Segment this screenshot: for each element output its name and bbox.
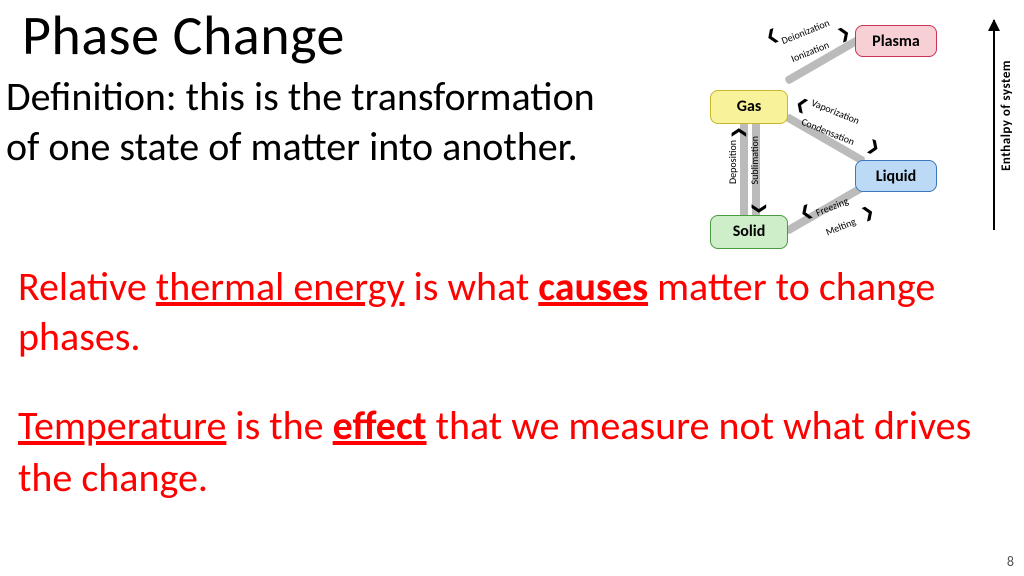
chevron-icon: ❯ <box>859 202 876 222</box>
effect-underline-bold: effect <box>333 401 427 450</box>
temperature-underline: Temperature <box>18 401 226 450</box>
node-plasma: Plasma <box>855 25 937 57</box>
page-number: 8 <box>1007 553 1014 570</box>
thermal-energy-underline: thermal energy <box>156 262 405 311</box>
label-freezing: Freezing <box>814 194 850 219</box>
label-deposition: Deposition <box>726 140 739 184</box>
label-sublimation: Sublimation <box>748 136 761 184</box>
text: is what <box>405 262 539 311</box>
causes-line: Relative thermal energy is what causes m… <box>18 262 968 362</box>
node-gas: Gas <box>710 90 788 124</box>
text: Relative <box>18 262 156 311</box>
definition-text: Definition: this is the transformation o… <box>6 72 626 172</box>
enthalpy-axis-label: Enthalpy of system <box>999 60 1014 171</box>
phase-diagram: Plasma Gas Liquid Solid Deionization ❮ I… <box>640 10 1010 250</box>
text: is the <box>226 401 332 450</box>
enthalpy-arrow-icon <box>993 20 995 230</box>
causes-underline-bold: causes <box>538 262 648 311</box>
node-solid: Solid <box>710 215 788 249</box>
chevron-icon: ❯ <box>729 127 746 139</box>
chevron-icon: ❮ <box>793 94 810 114</box>
page-title: Phase Change <box>22 2 345 70</box>
chevron-icon: ❮ <box>763 25 780 45</box>
effect-line: Temperature is the effect that we measur… <box>18 400 998 504</box>
node-liquid: Liquid <box>855 160 937 192</box>
chevron-icon: ❮ <box>749 203 766 215</box>
label-melting: Melting <box>824 215 858 239</box>
chevron-icon: ❯ <box>865 136 882 156</box>
